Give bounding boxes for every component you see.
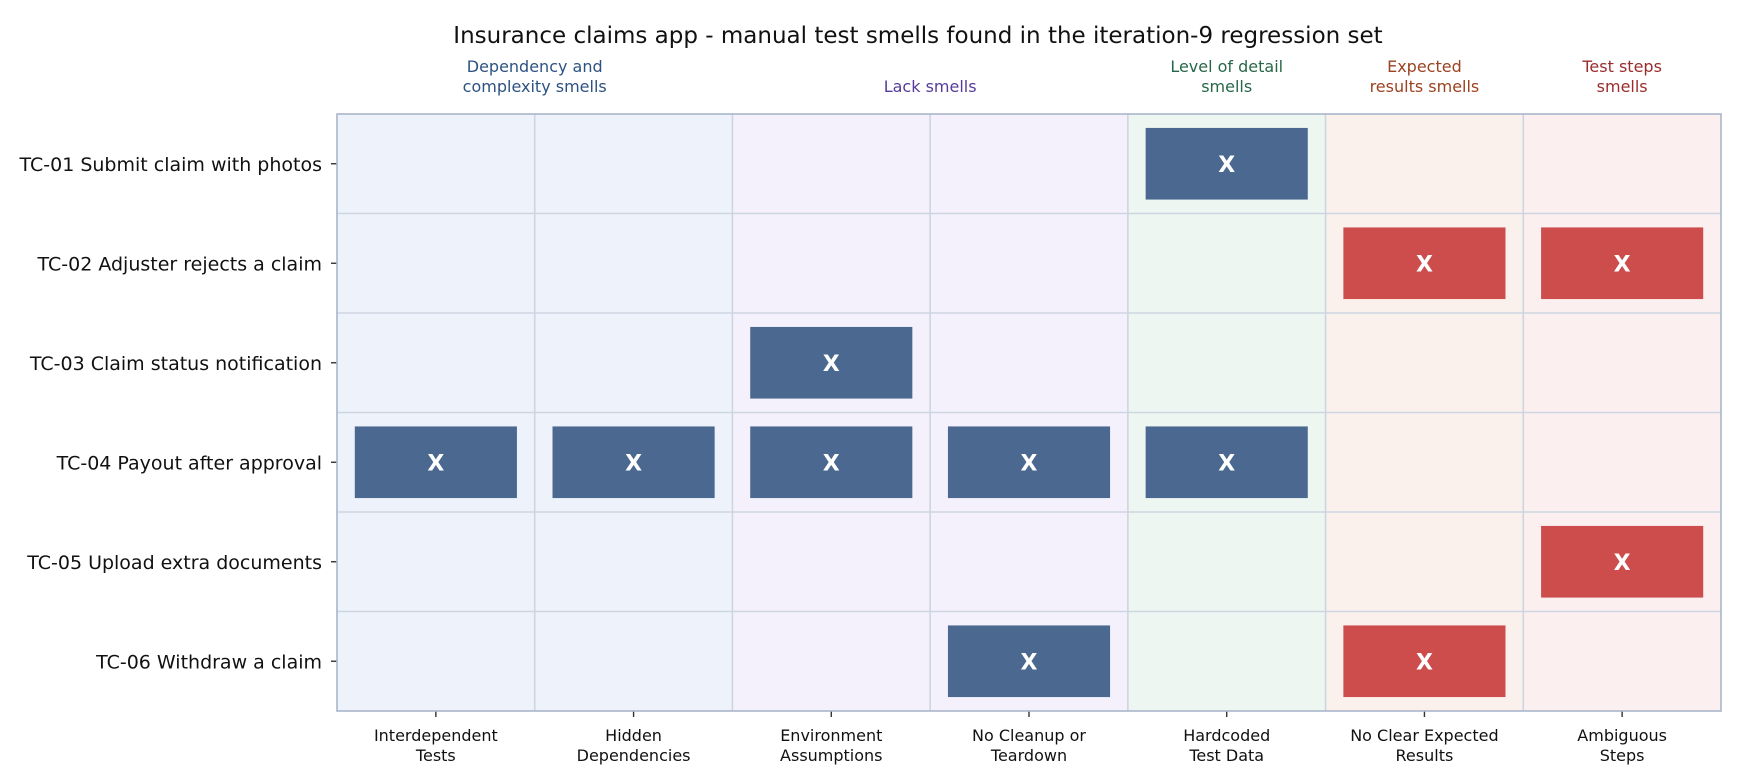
column-label: No Cleanup or Teardown — [972, 726, 1086, 765]
column-label: Ambiguous Steps — [1577, 726, 1667, 765]
smell-mark-label: X — [625, 451, 642, 476]
column-label-line: Hidden — [605, 726, 662, 745]
row-label: TC-02 Adjuster rejects a claim — [37, 253, 323, 275]
column-label-line: Environment — [780, 726, 882, 745]
smell-mark-label: X — [427, 451, 444, 476]
row-label: TC-04 Payout after approval — [56, 452, 322, 474]
row-label: TC-01 Submit claim with photos — [18, 154, 322, 176]
smell-mark-label: X — [823, 352, 840, 377]
mark-cells: X X X X X X X X X X X X — [354, 127, 1704, 698]
column-label: Interdependent Tests — [374, 726, 498, 765]
group-label: Lack smells — [884, 77, 977, 96]
column-label-line: Interdependent — [374, 726, 498, 745]
group-label-line: Level of detail — [1170, 57, 1283, 76]
smell-mark-cell — [1145, 127, 1308, 200]
column-label-line: Test Data — [1188, 746, 1264, 765]
column-label-line: Teardown — [990, 746, 1067, 765]
smell-mark-cell — [1343, 625, 1506, 698]
smell-mark-label: X — [1416, 252, 1433, 277]
smell-mark-cell — [947, 426, 1111, 499]
group-label: Dependency and complexity smells — [463, 57, 607, 96]
column-label: Hardcoded Test Data — [1183, 726, 1270, 765]
group-label-line: complexity smells — [463, 77, 607, 96]
group-label-line: Dependency and — [467, 57, 603, 76]
column-label-line: Dependencies — [577, 746, 691, 765]
group-label-line: Test steps — [1581, 57, 1662, 76]
column-label-line: Steps — [1600, 746, 1645, 765]
column-label-line: Tests — [415, 746, 456, 765]
smell-mark-cell — [552, 426, 715, 499]
group-label-line: Lack smells — [884, 77, 977, 96]
group-label-line: results smells — [1370, 77, 1480, 96]
group-label: Test steps smells — [1581, 57, 1662, 96]
smell-mark-cell — [947, 625, 1111, 698]
smell-mark-label: X — [823, 451, 840, 476]
group-label-line: Expected — [1387, 57, 1462, 76]
smell-mark-cell — [1541, 227, 1704, 300]
smell-mark-cell — [354, 426, 517, 499]
axis-labels: Dependency and complexity smells Lack smel… — [18, 57, 1667, 765]
smell-mark-cell — [750, 426, 913, 499]
group-label: Level of detail smells — [1170, 57, 1283, 96]
smell-mark-label: X — [1614, 252, 1631, 277]
row-label: TC-03 Claim status notification — [29, 353, 322, 375]
group-label-line: smells — [1597, 77, 1648, 96]
smell-mark-cell — [1541, 525, 1704, 598]
column-label-line: Results — [1396, 746, 1454, 765]
smell-mark-cell — [750, 326, 913, 399]
grid-lines — [337, 114, 1721, 711]
column-label: Environment Assumptions — [780, 726, 882, 765]
column-label-line: Assumptions — [780, 746, 882, 765]
column-label-line: No Clear Expected — [1350, 726, 1498, 745]
smell-mark-cell — [1145, 426, 1308, 499]
column-label: Hidden Dependencies — [577, 726, 691, 765]
smell-mark-label: X — [1218, 451, 1235, 476]
smell-mark-cell — [1343, 227, 1506, 300]
column-label-line: Hardcoded — [1183, 726, 1270, 745]
plot-frame — [336, 113, 1722, 712]
smell-mark-label: X — [1021, 451, 1038, 476]
smell-mark-label: X — [1614, 551, 1631, 576]
row-label: TC-05 Upload extra documents — [26, 552, 322, 574]
row-label: TC-06 Withdraw a claim — [95, 651, 322, 673]
chart-title: Insurance claims app - manual test smell… — [453, 23, 1382, 49]
smell-mark-label: X — [1021, 650, 1038, 675]
group-label-line: smells — [1201, 77, 1252, 96]
column-label-line: No Cleanup or — [972, 726, 1086, 745]
column-label: No Clear Expected Results — [1350, 726, 1498, 765]
column-label-line: Ambiguous — [1577, 726, 1667, 745]
smell-mark-label: X — [1416, 650, 1433, 675]
group-label: Expected results smells — [1370, 57, 1480, 96]
smell-mark-label: X — [1218, 153, 1235, 178]
